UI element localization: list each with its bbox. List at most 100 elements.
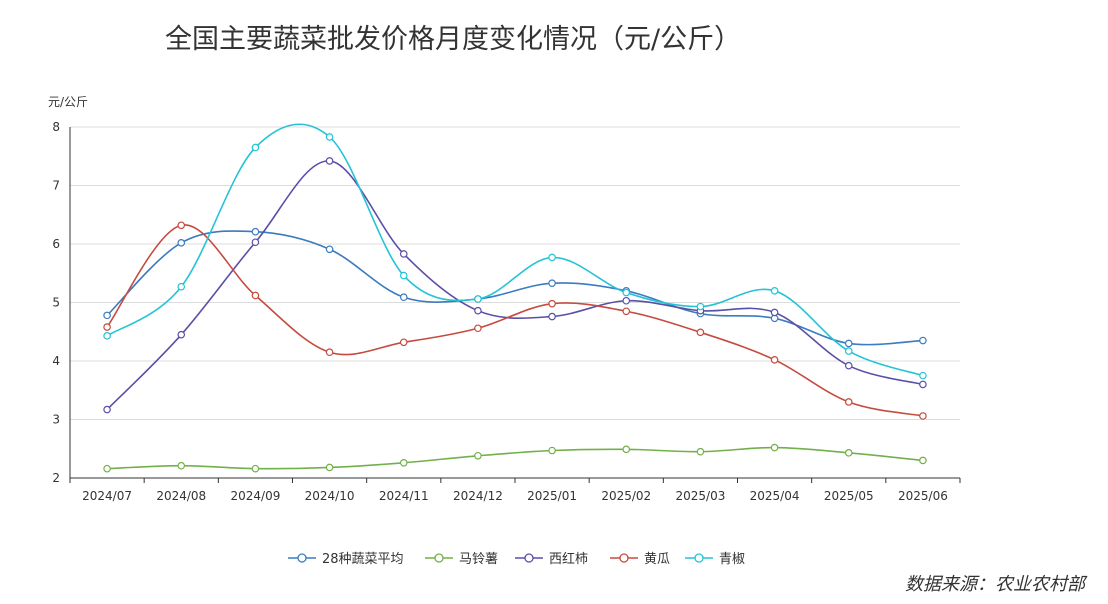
data-point xyxy=(770,356,779,364)
series-3 xyxy=(103,221,927,420)
data-point xyxy=(474,451,482,460)
y-tick-label: 6 xyxy=(52,237,60,251)
data-point xyxy=(696,302,705,311)
legend-label: 黄瓜 xyxy=(644,552,670,567)
x-tick-label: 2025/04 xyxy=(750,489,800,503)
data-point xyxy=(770,308,779,317)
x-tick-label: 2025/02 xyxy=(601,489,651,503)
y-tick-label: 5 xyxy=(52,296,60,310)
series-1 xyxy=(103,443,927,473)
legend-item: 黄瓜 xyxy=(610,552,670,567)
data-point xyxy=(177,282,186,291)
x-tick-label: 2025/06 xyxy=(898,489,948,503)
legend-item: 马铃薯 xyxy=(425,552,498,567)
data-point xyxy=(919,371,927,380)
legend: 28种蔬菜平均 马铃薯 西红柿 黄瓜 青椒 xyxy=(288,551,745,567)
data-point xyxy=(399,250,408,258)
data-point xyxy=(474,306,482,315)
data-point xyxy=(622,288,631,297)
data-point xyxy=(844,361,853,370)
series-line xyxy=(106,160,924,411)
chart-title: 全国主要蔬菜批发价格月度变化情况（元/公斤） xyxy=(165,24,741,55)
x-axis-ticks: 2024/07 2024/08 2024/09 2024/10 2024/11 2024/… xyxy=(82,489,948,503)
x-tick-label: 2024/12 xyxy=(453,489,503,503)
data-point xyxy=(103,464,111,473)
data-point xyxy=(696,328,705,337)
series-4 xyxy=(103,123,927,380)
series-line xyxy=(106,230,923,346)
series-group xyxy=(103,123,927,473)
legend-marker xyxy=(524,553,534,563)
data-point xyxy=(325,245,334,254)
data-point xyxy=(325,133,334,141)
data-point xyxy=(548,279,556,287)
data-point xyxy=(919,336,927,345)
y-tick-label: 4 xyxy=(52,354,60,368)
data-point xyxy=(844,347,853,355)
data-point xyxy=(177,330,186,339)
data-point xyxy=(622,296,631,305)
data-point xyxy=(399,338,408,347)
data-point xyxy=(622,307,631,316)
data-point xyxy=(548,253,556,262)
data-point xyxy=(770,286,779,295)
data-source: 数据来源：农业农村部 xyxy=(905,574,1088,595)
data-point xyxy=(399,271,408,280)
data-point xyxy=(325,348,334,357)
data-point xyxy=(399,458,408,467)
data-point xyxy=(251,291,260,300)
data-point xyxy=(844,398,853,406)
y-tick-label: 8 xyxy=(52,120,60,134)
data-point xyxy=(251,238,260,247)
data-point xyxy=(251,464,260,473)
data-point xyxy=(844,339,853,348)
data-point xyxy=(548,446,556,455)
legend-marker xyxy=(434,553,444,563)
data-point xyxy=(919,380,927,389)
y-axis-ticks: 2 3 4 5 6 7 8 xyxy=(52,120,60,485)
data-point xyxy=(103,323,111,331)
data-point xyxy=(474,324,482,333)
x-tick-label: 2024/10 xyxy=(305,489,355,503)
data-point xyxy=(325,157,334,165)
legend-marker xyxy=(694,553,704,563)
legend-marker xyxy=(297,553,307,563)
data-point xyxy=(919,412,927,420)
data-point xyxy=(177,221,186,230)
data-point xyxy=(177,461,186,470)
data-point xyxy=(325,463,334,472)
data-point xyxy=(103,405,111,414)
x-tick-label: 2024/09 xyxy=(230,489,280,503)
data-point xyxy=(474,295,482,303)
y-tick-label: 3 xyxy=(52,413,60,427)
data-point xyxy=(919,456,927,465)
legend-label: 28种蔬菜平均 xyxy=(322,552,404,567)
series-2 xyxy=(103,157,927,414)
data-point xyxy=(696,447,705,456)
legend-label: 马铃薯 xyxy=(459,552,498,567)
y-axis-unit: 元/公斤 xyxy=(48,95,88,109)
legend-item: 28种蔬菜平均 xyxy=(288,552,404,567)
gridlines xyxy=(70,126,960,420)
data-point xyxy=(548,312,556,321)
legend-label: 青椒 xyxy=(719,552,745,567)
x-tick-label: 2025/05 xyxy=(824,489,874,503)
legend-item: 青椒 xyxy=(685,552,745,567)
y-tick-label: 7 xyxy=(52,179,60,193)
x-tick-label: 2024/07 xyxy=(82,489,132,503)
series-line xyxy=(107,446,923,470)
data-point xyxy=(177,239,186,247)
data-point xyxy=(251,143,260,152)
data-point xyxy=(103,332,111,340)
data-point xyxy=(548,299,556,308)
data-point xyxy=(770,443,779,452)
y-tick-label: 2 xyxy=(52,471,60,485)
legend-marker xyxy=(619,553,629,563)
legend-label: 西红柿 xyxy=(549,551,588,567)
axes xyxy=(69,127,961,483)
series-line xyxy=(106,123,924,377)
x-tick-label: 2025/03 xyxy=(675,489,725,503)
data-point xyxy=(399,293,408,302)
data-point xyxy=(844,449,853,457)
